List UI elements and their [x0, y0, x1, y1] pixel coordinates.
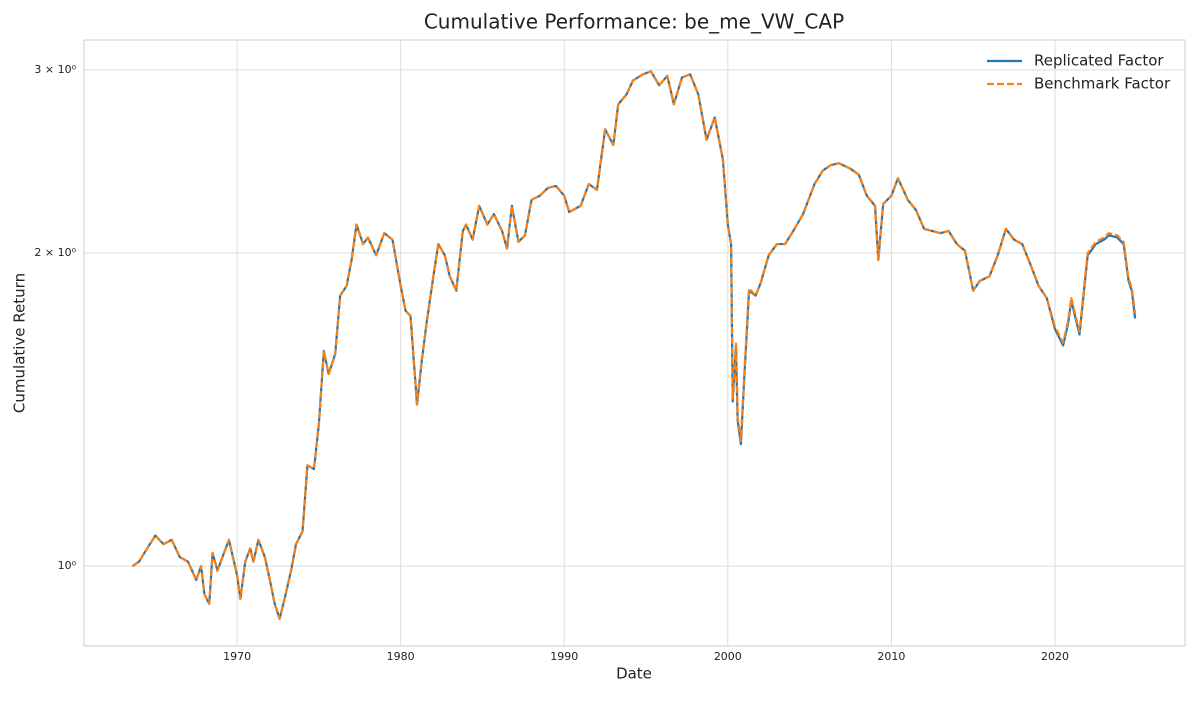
y-tick-label: 10⁰	[58, 559, 77, 572]
x-axis-label: Date	[616, 665, 652, 683]
x-tick-label: 2010	[877, 650, 905, 663]
x-tick-label: 2020	[1041, 650, 1069, 663]
y-axis-label: Cumulative Return	[11, 273, 29, 413]
legend-label: Replicated Factor	[1034, 52, 1164, 70]
y-tick-label: 3 × 10⁰	[34, 63, 76, 76]
x-tick-label: 1990	[550, 650, 578, 663]
x-tick-label: 1980	[387, 650, 415, 663]
x-tick-label: 2000	[714, 650, 742, 663]
y-tick-label: 2 × 10⁰	[34, 246, 76, 259]
series-line	[131, 70, 1137, 620]
plot-area	[83, 39, 1186, 647]
x-tick-label: 1970	[223, 650, 251, 663]
legend-label: Benchmark Factor	[1034, 75, 1171, 93]
chart-title: Cumulative Performance: be_me_VW_CAP	[424, 10, 844, 34]
